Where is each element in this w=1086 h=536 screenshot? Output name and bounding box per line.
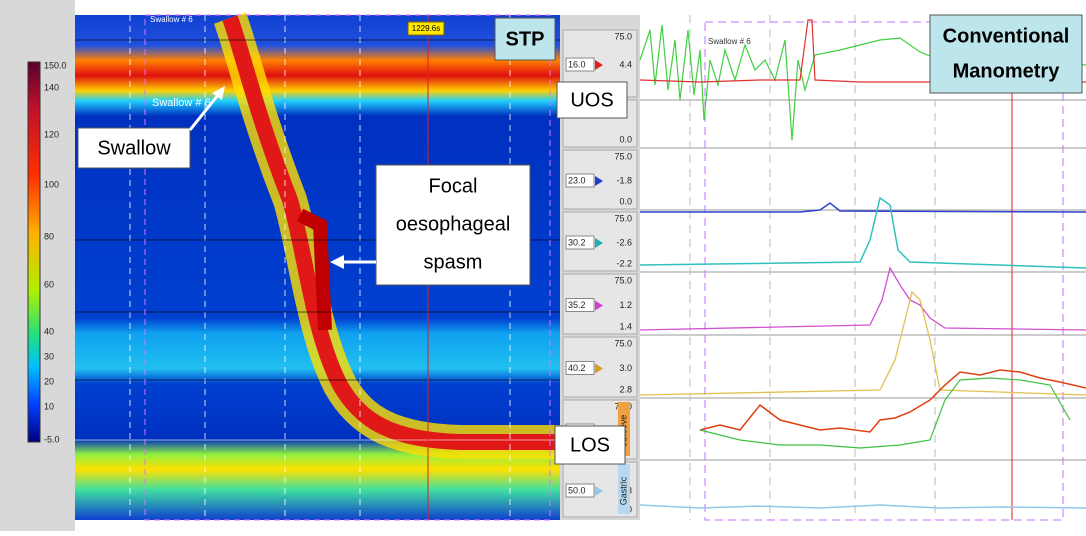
swallow-window bbox=[704, 21, 1064, 521]
channel-pointer bbox=[595, 238, 603, 248]
channel-min: -2.2 bbox=[616, 258, 632, 268]
channel-max: 75.0 bbox=[614, 151, 632, 161]
time-marker-box bbox=[407, 21, 445, 36]
channel-pointer bbox=[595, 176, 603, 186]
swallow-arrow bbox=[188, 94, 220, 131]
channel-badge bbox=[565, 173, 595, 188]
stp-label: STP bbox=[506, 28, 545, 50]
channel-min: 0.0 bbox=[619, 134, 632, 144]
channel-pointer bbox=[595, 363, 603, 374]
spasm-annotation: Focal bbox=[429, 175, 478, 197]
los-box bbox=[554, 425, 626, 465]
colorbar-label: 140 bbox=[44, 82, 59, 92]
spasm-band bbox=[213, 12, 560, 459]
channel-badge bbox=[565, 57, 595, 72]
swallow-arrowhead bbox=[212, 86, 225, 100]
swallow-window bbox=[144, 14, 551, 521]
colorbar-label: 120 bbox=[44, 129, 59, 139]
channel-min: 1.4 bbox=[619, 321, 632, 331]
colorbar-label: 20 bbox=[44, 376, 54, 386]
spasm-box bbox=[375, 164, 531, 286]
trace-23 bbox=[640, 202, 1086, 213]
uos-label: UOS bbox=[570, 89, 613, 111]
colorbar-label: 80 bbox=[44, 231, 54, 241]
colorbar-label: 30 bbox=[44, 351, 54, 361]
channel-max: 75.0 bbox=[614, 275, 632, 285]
channel-badge bbox=[565, 483, 595, 498]
los-trace bbox=[699, 369, 1086, 433]
colorbar-label: 10 bbox=[44, 401, 54, 411]
channel-max: 75.0 bbox=[614, 31, 632, 41]
channel-min: 0.0 bbox=[619, 196, 632, 206]
channel-value: 1.2 bbox=[619, 300, 632, 310]
trace-40 bbox=[639, 290, 1086, 396]
colorbar-label: 150.0 bbox=[44, 60, 67, 70]
colorbar-label: -5.0 bbox=[44, 434, 60, 444]
trace-35 bbox=[639, 266, 1086, 331]
conventional-label: Conventional bbox=[943, 25, 1070, 47]
time-marker: 1229.6s bbox=[412, 24, 440, 33]
channel-badge bbox=[565, 235, 595, 250]
swallow-box bbox=[77, 127, 191, 169]
channel-badge-value: 40.2 bbox=[568, 363, 586, 373]
conventional-box bbox=[929, 14, 1083, 94]
channel-min: 2.8 bbox=[619, 384, 632, 394]
conventional-label: Manometry bbox=[953, 60, 1061, 82]
colorbar-label: 40 bbox=[44, 326, 54, 336]
channel-max: 75.0 bbox=[614, 338, 632, 348]
uos-trace bbox=[639, 24, 1086, 141]
channel-pointer bbox=[595, 300, 603, 311]
channel-pointer bbox=[595, 60, 603, 70]
channel-badge-value: 16.0 bbox=[568, 59, 586, 69]
channel-value: 4.4 bbox=[619, 59, 632, 69]
colorbar-label: 60 bbox=[44, 279, 54, 289]
uos-box bbox=[556, 81, 628, 119]
swallow-label: Swallow # 6 bbox=[708, 37, 751, 46]
swallow-label: Swallow # 6 bbox=[150, 15, 193, 24]
trace-30 bbox=[639, 196, 1086, 269]
pressure-peak bbox=[296, 208, 332, 331]
channel-side-label: Gastric bbox=[618, 476, 628, 505]
channel-value: 3.0 bbox=[619, 363, 632, 373]
swallow-label: Swallow # 6 bbox=[152, 97, 211, 109]
channel-value: -1.8 bbox=[616, 175, 632, 185]
uos-trace bbox=[639, 19, 1086, 83]
channel-badge bbox=[565, 298, 595, 312]
channel-side bbox=[618, 464, 630, 514]
spasm-arrowhead bbox=[330, 255, 344, 269]
channel-max: 75.0 bbox=[614, 213, 632, 223]
stp-box bbox=[494, 17, 556, 61]
channel-badge-value: 35.2 bbox=[568, 300, 586, 310]
channel-pointer bbox=[595, 486, 603, 496]
channel-badge-value: 23.0 bbox=[568, 175, 586, 185]
swallow-annotation: Swallow bbox=[97, 137, 171, 159]
channel-badge bbox=[565, 361, 595, 375]
channel-badge-value: 50.0 bbox=[568, 485, 586, 495]
channel-value: -2.6 bbox=[616, 237, 632, 247]
gastric-trace bbox=[639, 504, 1086, 509]
los-trace bbox=[699, 377, 1071, 449]
spasm-annotation: spasm bbox=[424, 251, 483, 273]
colorbar-label: 100 bbox=[44, 179, 59, 189]
spasm-annotation: oesophageal bbox=[396, 213, 511, 235]
channel-badge-value: 30.2 bbox=[568, 237, 586, 247]
colorbar bbox=[27, 61, 41, 443]
pressure-core bbox=[222, 15, 560, 450]
los-label: LOS bbox=[570, 434, 610, 456]
